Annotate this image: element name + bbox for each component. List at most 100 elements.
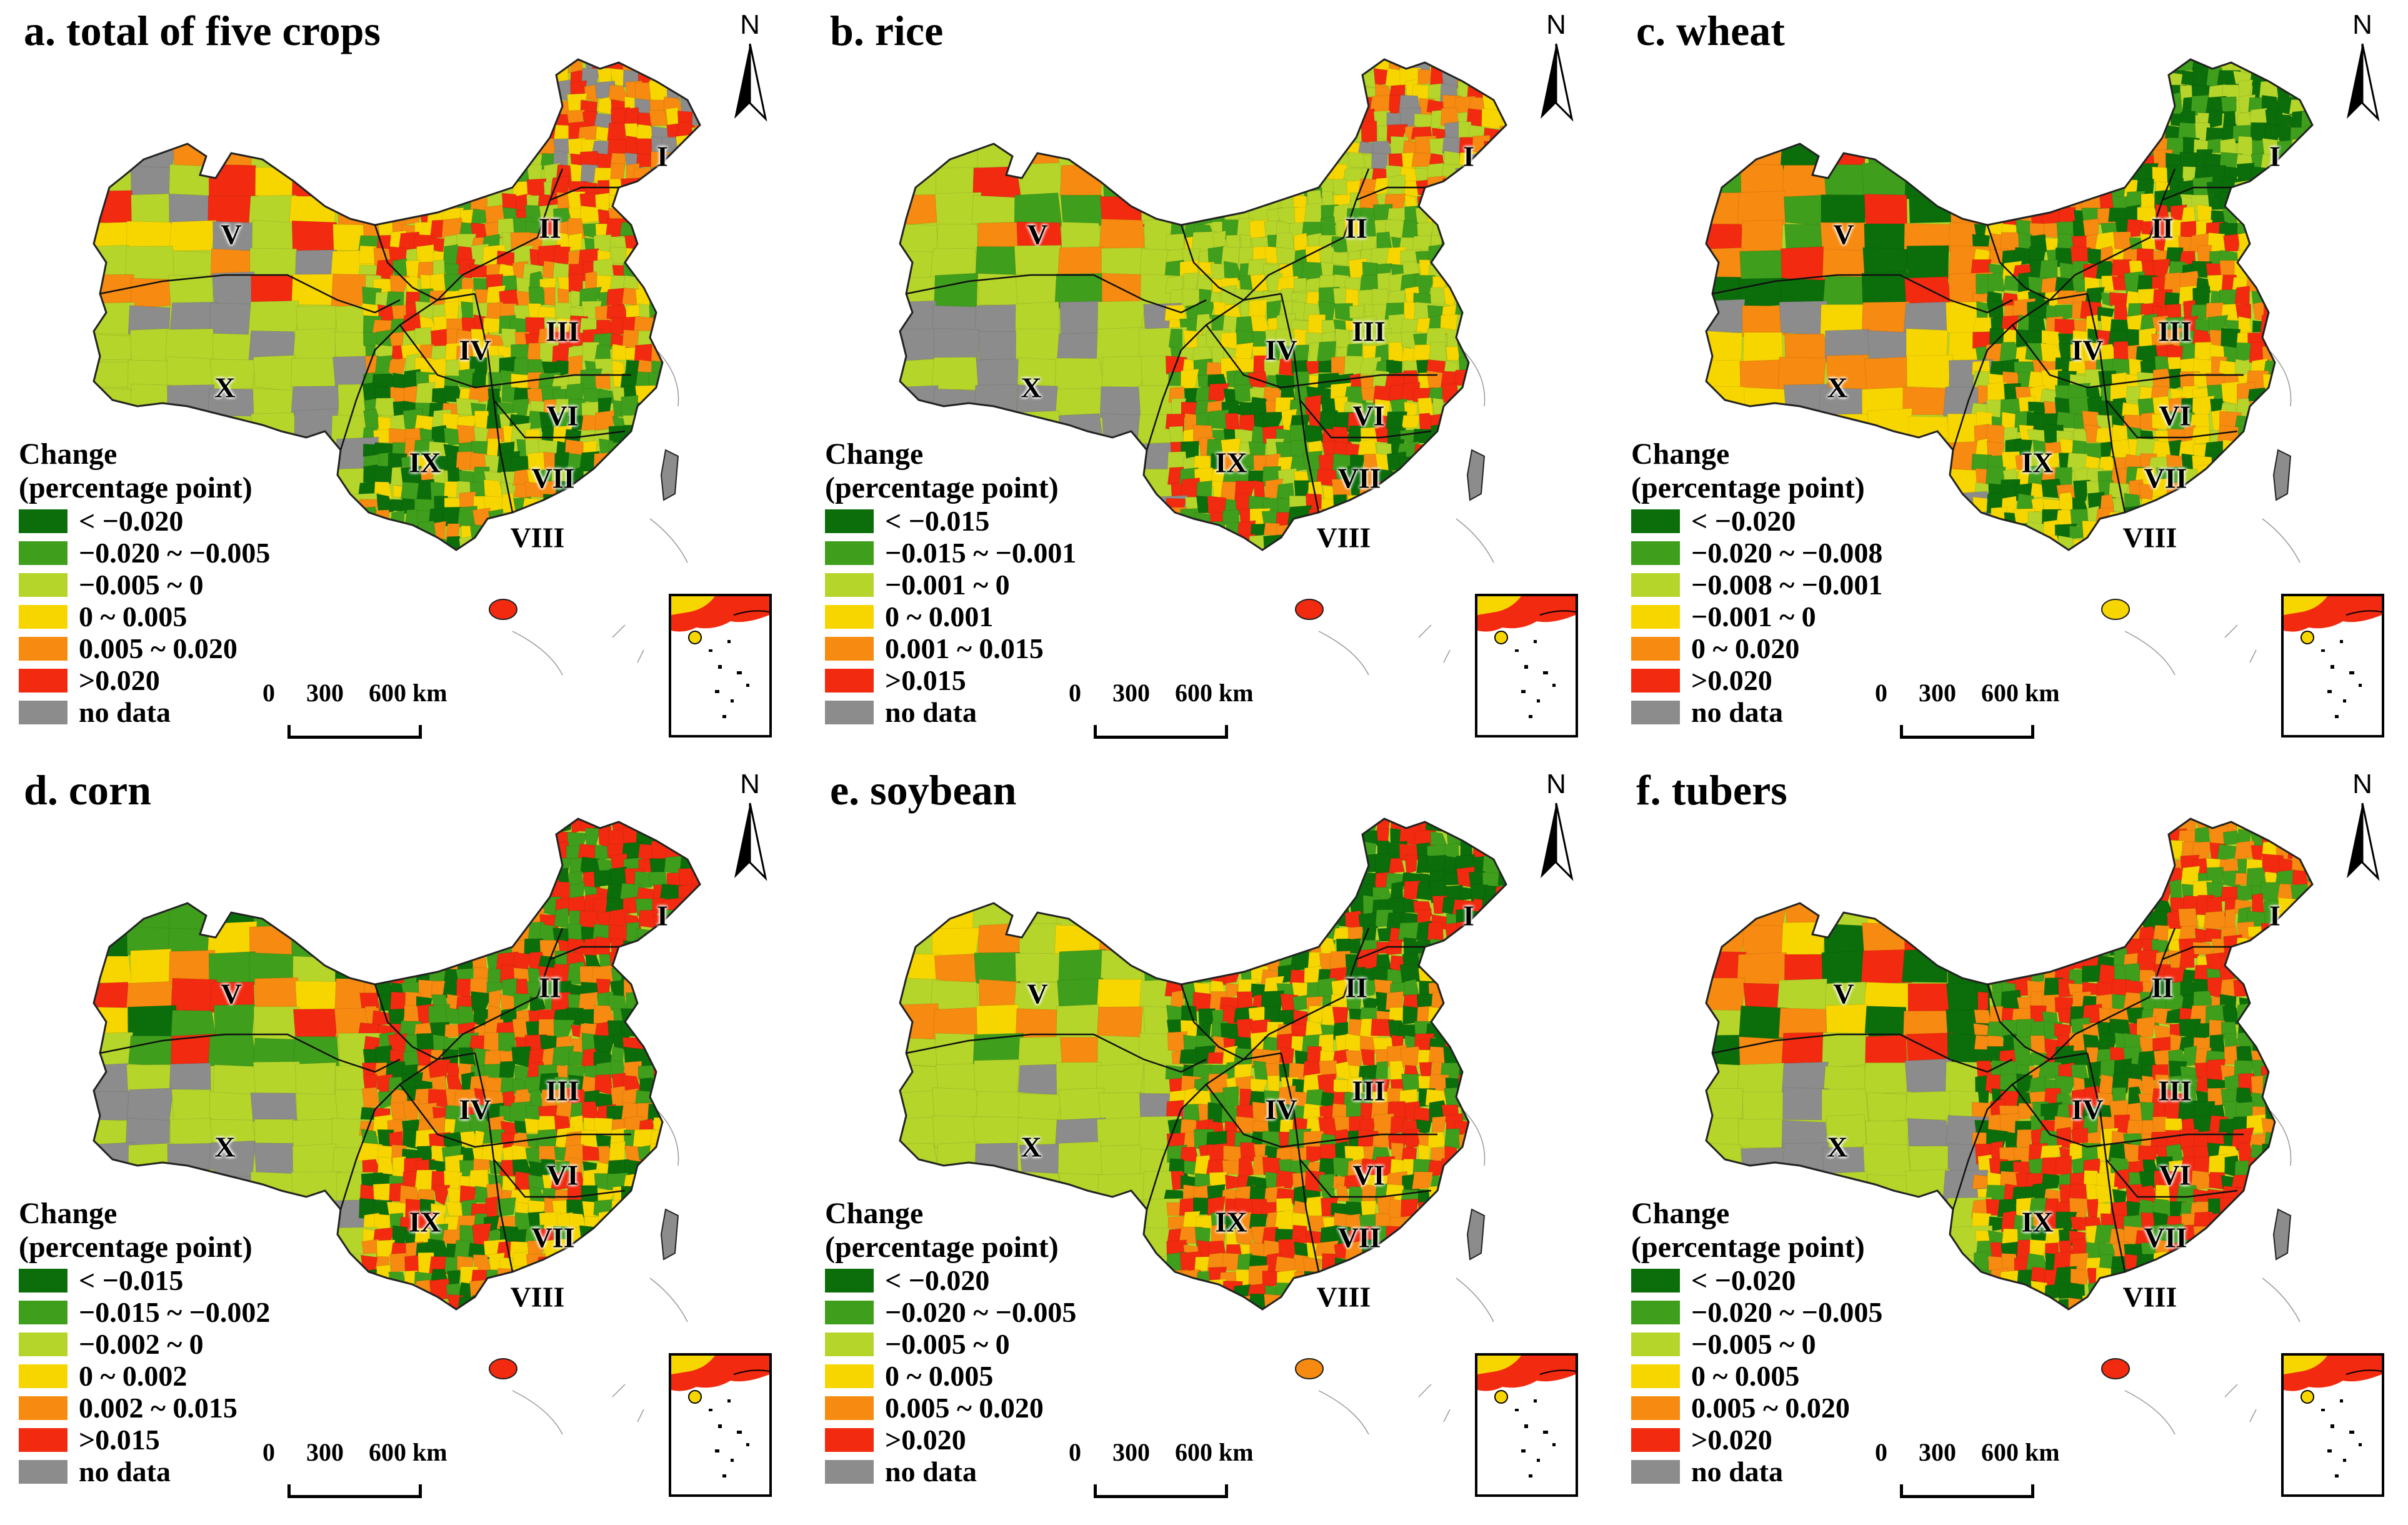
legend-row: no data bbox=[1631, 696, 1882, 728]
legend-swatch bbox=[19, 572, 67, 597]
region-label-viii: VIII bbox=[2122, 521, 2177, 554]
legend: Change (percentage point) < −0.015 −0.015 … bbox=[825, 438, 1076, 728]
legend-label: < −0.020 bbox=[885, 1264, 990, 1296]
region-label-vii: VII bbox=[531, 1221, 575, 1254]
north-label: N bbox=[2352, 769, 2372, 799]
legend-swatch bbox=[19, 1428, 67, 1452]
scale-line bbox=[1900, 725, 2034, 739]
north-arrow: N bbox=[722, 769, 778, 881]
legend-swatch bbox=[825, 1300, 874, 1324]
legend-swatch bbox=[1631, 572, 1680, 597]
legend-swatch bbox=[19, 1300, 67, 1324]
scale-label-0: 0 bbox=[262, 1438, 275, 1466]
legend-swatch bbox=[1631, 1428, 1680, 1452]
legend-row: < −0.020 bbox=[19, 505, 270, 537]
legend-label: 0.002 ~ 0.015 bbox=[79, 1392, 237, 1424]
scale-line bbox=[287, 725, 422, 739]
region-label-ii: II bbox=[1345, 971, 1367, 1004]
legend-row: 0.005 ~ 0.020 bbox=[825, 1392, 1076, 1424]
legend-swatch bbox=[19, 700, 67, 724]
region-label-viii: VIII bbox=[510, 521, 565, 554]
legend-label: >0.020 bbox=[885, 1424, 966, 1456]
region-label-v: V bbox=[221, 978, 242, 1010]
legend-label: >0.015 bbox=[885, 664, 966, 696]
region-label-vi: VI bbox=[546, 1159, 579, 1191]
region-label-iv: IV bbox=[1265, 334, 1297, 366]
legend-swatch bbox=[825, 1364, 874, 1388]
south-china-sea-inset bbox=[2281, 1353, 2384, 1497]
north-label: N bbox=[1546, 9, 1566, 40]
region-label-iii: III bbox=[2158, 1074, 2192, 1107]
legend-label: 0 ~ 0.020 bbox=[1691, 632, 1800, 664]
legend-label: −0.001 ~ 0 bbox=[1691, 601, 1816, 632]
legend-row: no data bbox=[19, 1456, 270, 1488]
legend-label: 0 ~ 0.005 bbox=[1691, 1360, 1800, 1392]
region-label-ix: IX bbox=[2021, 1206, 2054, 1238]
scale-label-300: 300 bbox=[1919, 1438, 1956, 1466]
south-china-sea-inset bbox=[1475, 1353, 1578, 1497]
panel-title: b. rice bbox=[830, 7, 944, 54]
region-label-iii: III bbox=[2158, 315, 2192, 348]
legend-row: >0.020 bbox=[19, 664, 270, 696]
north-arrow-icon bbox=[734, 43, 767, 122]
region-label-vi: VI bbox=[2159, 399, 2191, 432]
north-label: N bbox=[740, 769, 760, 799]
legend-swatch bbox=[1631, 604, 1680, 629]
legend-row: 0 ~ 0.001 bbox=[825, 601, 1076, 632]
legend: Change (percentage point) < −0.020 −0.020 … bbox=[1631, 438, 1882, 728]
south-china-sea-inset bbox=[669, 594, 772, 738]
legend-label: no data bbox=[885, 1456, 977, 1488]
region-label-ix: IX bbox=[409, 446, 441, 479]
panel-title: c. wheat bbox=[1636, 7, 1785, 54]
legend-label: −0.020 ~ −0.008 bbox=[1691, 537, 1883, 569]
scale-line bbox=[1900, 1484, 2034, 1498]
scale-label-300: 300 bbox=[306, 1438, 344, 1466]
legend-label: no data bbox=[79, 696, 171, 728]
legend-row: 0 ~ 0.005 bbox=[19, 601, 270, 632]
legend-label: 0 ~ 0.001 bbox=[885, 601, 994, 632]
legend-label: >0.020 bbox=[1691, 1424, 1772, 1456]
region-label-i: I bbox=[2269, 899, 2281, 932]
legend-row: 0.001 ~ 0.015 bbox=[825, 632, 1076, 664]
legend-title: Change (percentage point) bbox=[1631, 1197, 1865, 1264]
region-label-i: I bbox=[657, 140, 668, 172]
legend-swatch bbox=[19, 668, 67, 692]
legend-row: >0.020 bbox=[1631, 664, 1882, 696]
legend-swatch bbox=[1631, 1364, 1680, 1388]
legend-label: < −0.020 bbox=[1691, 505, 1796, 537]
legend-label: −0.020 ~ −0.005 bbox=[1691, 1296, 1883, 1328]
north-arrow-icon bbox=[2347, 43, 2380, 122]
region-label-viii: VIII bbox=[2122, 1281, 2177, 1313]
legend-title: Change (percentage point) bbox=[825, 1197, 1059, 1264]
legend-label: no data bbox=[885, 696, 977, 728]
legend-swatch bbox=[825, 1332, 874, 1356]
legend-swatch bbox=[19, 541, 67, 565]
legend: Change (percentage point) < −0.020 −0.020 … bbox=[825, 1197, 1076, 1488]
legend-label: −0.015 ~ −0.001 bbox=[885, 537, 1077, 569]
legend-label: −0.005 ~ 0 bbox=[1691, 1328, 1816, 1360]
scale-bar: 0 300 600 km bbox=[262, 1438, 447, 1506]
legend-row: −0.020 ~ −0.005 bbox=[19, 537, 270, 569]
scale-line bbox=[287, 1484, 422, 1498]
region-label-v: V bbox=[1027, 978, 1048, 1010]
region-label-vii: VII bbox=[1337, 462, 1381, 494]
region-label-ix: IX bbox=[409, 1206, 441, 1238]
region-label-vi: VI bbox=[1352, 399, 1385, 432]
legend-swatch bbox=[1631, 1396, 1680, 1420]
legend-swatch bbox=[19, 509, 67, 533]
legend-label: >0.015 bbox=[79, 1424, 160, 1456]
region-label-viii: VIII bbox=[510, 1281, 565, 1313]
region-label-i: I bbox=[1463, 899, 1474, 932]
legend-label: 0.005 ~ 0.020 bbox=[79, 632, 237, 664]
legend-swatch bbox=[825, 1459, 874, 1484]
region-label-x: X bbox=[1827, 371, 1848, 404]
region-label-ii: II bbox=[539, 212, 561, 244]
scale-label-0: 0 bbox=[1875, 679, 1887, 707]
legend-swatch bbox=[825, 604, 874, 629]
scale-label-300: 300 bbox=[1112, 1438, 1150, 1466]
scale-label-600: 600 km bbox=[1981, 679, 2060, 707]
legend-swatch bbox=[1631, 1459, 1680, 1484]
region-label-i: I bbox=[2269, 140, 2281, 172]
legend-row: < −0.020 bbox=[825, 1264, 1076, 1296]
scale-bar: 0 300 600 km bbox=[1875, 678, 2060, 747]
